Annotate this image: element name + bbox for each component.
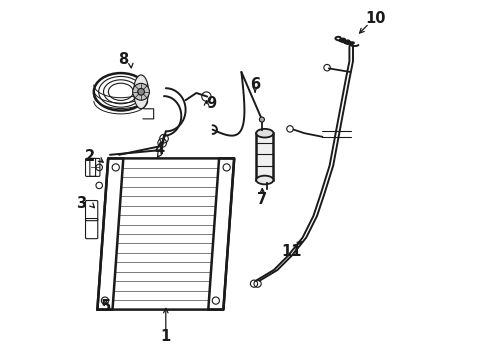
Text: 10: 10 [365,11,386,26]
Circle shape [138,89,145,95]
Circle shape [259,117,265,122]
Ellipse shape [256,176,273,184]
Text: 8: 8 [119,52,129,67]
Bar [256,133,273,180]
Text: 5: 5 [101,299,112,314]
Text: 2: 2 [85,149,95,164]
Text: 1: 1 [161,329,171,344]
Text: 11: 11 [281,244,301,259]
Ellipse shape [134,75,148,109]
Text: 3: 3 [76,196,86,211]
Text: 6: 6 [250,77,260,92]
Ellipse shape [256,129,273,138]
Circle shape [133,84,149,100]
Text: 4: 4 [155,142,165,157]
Text: 9: 9 [206,96,217,111]
Text: 7: 7 [257,192,268,207]
